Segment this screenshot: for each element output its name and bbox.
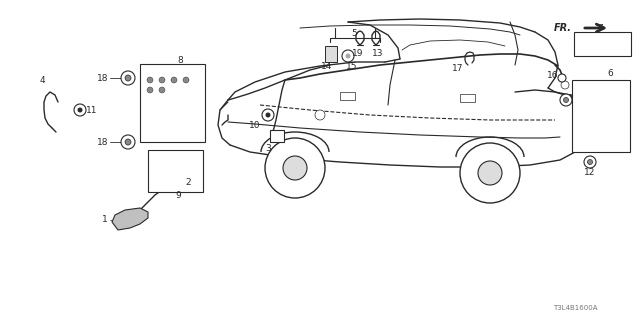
Circle shape: [558, 74, 566, 82]
Circle shape: [147, 87, 153, 93]
Text: 18: 18: [97, 138, 109, 147]
Circle shape: [121, 135, 135, 149]
Text: 4: 4: [39, 76, 45, 84]
Circle shape: [159, 77, 165, 83]
Circle shape: [147, 77, 153, 83]
Circle shape: [315, 110, 325, 120]
Circle shape: [262, 109, 274, 121]
Bar: [460, 94, 475, 102]
Bar: [325, 46, 337, 62]
Circle shape: [265, 138, 325, 198]
Text: 10: 10: [249, 121, 260, 130]
Text: 7: 7: [597, 23, 603, 33]
Text: 6: 6: [607, 68, 613, 77]
Text: 16: 16: [547, 70, 559, 79]
Circle shape: [125, 75, 131, 81]
Polygon shape: [112, 208, 148, 230]
Text: T3L4B1600A: T3L4B1600A: [553, 305, 597, 311]
FancyBboxPatch shape: [574, 32, 631, 56]
Text: 5: 5: [351, 28, 357, 37]
Circle shape: [170, 177, 180, 187]
Text: 13: 13: [372, 49, 384, 58]
Circle shape: [561, 81, 569, 89]
Text: 12: 12: [584, 167, 596, 177]
Text: 17: 17: [452, 63, 464, 73]
Circle shape: [74, 104, 86, 116]
Text: 15: 15: [346, 61, 358, 70]
Circle shape: [563, 98, 568, 102]
Text: 11: 11: [86, 106, 98, 115]
Circle shape: [125, 139, 131, 145]
Circle shape: [584, 156, 596, 168]
Text: 18: 18: [97, 74, 109, 83]
Bar: [148, 150, 203, 192]
Circle shape: [283, 156, 307, 180]
Circle shape: [173, 180, 177, 184]
Circle shape: [183, 77, 189, 83]
Circle shape: [460, 143, 520, 203]
Circle shape: [560, 94, 572, 106]
Circle shape: [342, 50, 354, 62]
Circle shape: [77, 108, 83, 113]
Circle shape: [121, 71, 135, 85]
Circle shape: [478, 161, 502, 185]
Circle shape: [171, 77, 177, 83]
Circle shape: [163, 178, 173, 188]
Circle shape: [266, 113, 271, 117]
Circle shape: [588, 159, 593, 164]
Bar: [140, 64, 205, 142]
Text: FR.: FR.: [554, 23, 572, 33]
Text: 2: 2: [185, 178, 191, 187]
Circle shape: [159, 87, 165, 93]
Text: 19: 19: [352, 49, 364, 58]
Text: 8: 8: [177, 55, 183, 65]
Text: 14: 14: [321, 61, 333, 70]
Text: 1: 1: [102, 215, 108, 225]
Circle shape: [346, 53, 351, 59]
Bar: [340, 92, 355, 100]
Text: 3: 3: [265, 143, 271, 153]
Bar: [270, 130, 284, 142]
Bar: [572, 80, 630, 152]
Text: 9: 9: [175, 191, 181, 201]
